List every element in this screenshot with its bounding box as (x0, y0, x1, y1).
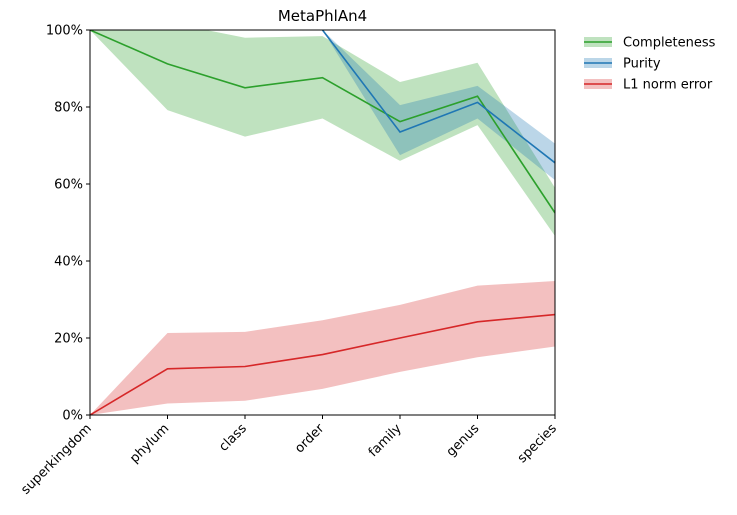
x-axis: superkingdom phylum class order family genus s… (18, 415, 560, 498)
y-axis: 0% 20% 40% 60% 80% 100% (46, 24, 90, 424)
band-purity (322, 30, 555, 181)
legend-label: L1 norm error (623, 78, 713, 93)
line-purity (321, 30, 555, 164)
chart-title: MetaPhlAn4 (278, 7, 367, 25)
x-tick-label: family (366, 421, 405, 460)
band-l1-norm-error (90, 281, 555, 415)
line-l1-norm-error (90, 313, 555, 415)
band-completeness (90, 30, 555, 236)
legend-label: Completeness (623, 36, 716, 51)
legend: Completeness Purity L1 norm error (584, 36, 716, 93)
y-tick-label: 40% (54, 255, 83, 270)
x-tick-label: class (216, 421, 250, 455)
x-tick-label: species (515, 421, 560, 466)
y-tick-label: 0% (62, 409, 83, 424)
series-lines (90, 30, 555, 415)
y-tick-label: 100% (46, 24, 83, 39)
x-tick-label: genus (444, 421, 483, 460)
x-tick-label: phylum (127, 421, 172, 466)
x-tick-label: superkingdom (18, 421, 94, 497)
confidence-bands (90, 30, 555, 415)
legend-label: Purity (623, 57, 661, 72)
y-tick-label: 80% (54, 101, 83, 116)
y-tick-label: 20% (54, 332, 83, 347)
legend-entry-purity: Purity (584, 57, 661, 72)
legend-entry-completeness: Completeness (584, 36, 716, 51)
line-completeness (90, 30, 555, 214)
x-tick-label: order (292, 421, 328, 457)
y-tick-label: 60% (54, 178, 83, 193)
legend-entry-l1-norm-error: L1 norm error (584, 78, 713, 93)
